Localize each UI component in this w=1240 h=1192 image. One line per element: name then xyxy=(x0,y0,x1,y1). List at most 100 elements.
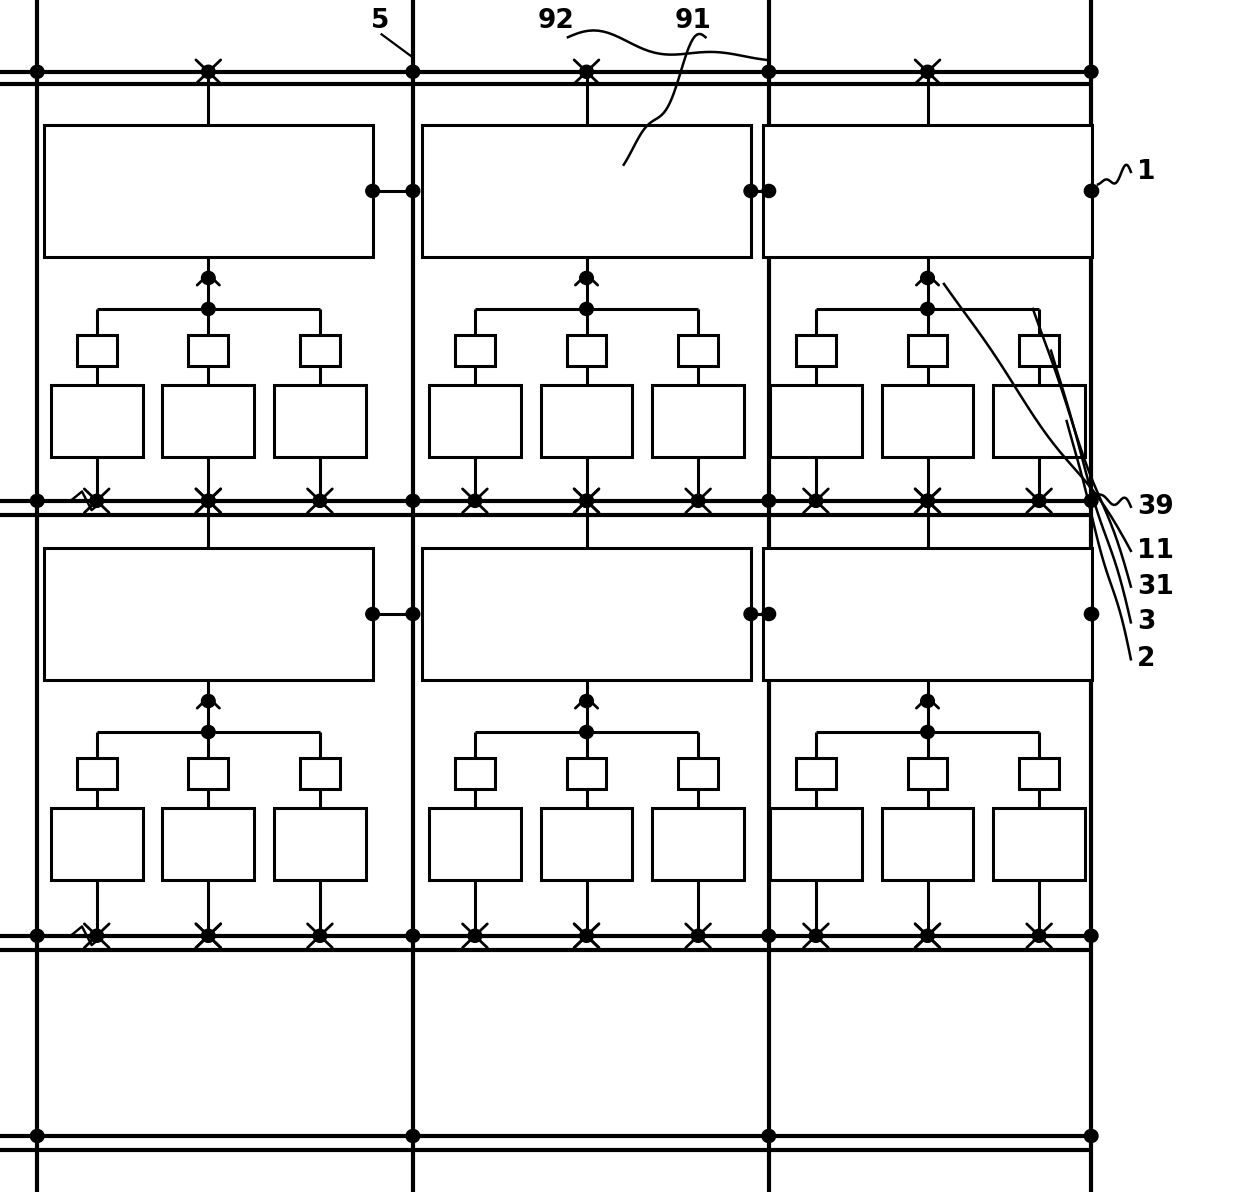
Bar xyxy=(422,548,750,679)
Circle shape xyxy=(579,695,594,708)
Circle shape xyxy=(469,495,481,508)
Circle shape xyxy=(808,495,823,508)
Bar xyxy=(300,335,340,366)
Circle shape xyxy=(920,726,935,739)
Circle shape xyxy=(579,66,594,79)
Circle shape xyxy=(761,1130,776,1143)
Circle shape xyxy=(920,303,935,316)
Bar xyxy=(300,758,340,789)
Circle shape xyxy=(1084,1130,1099,1143)
Bar xyxy=(796,335,836,366)
Bar xyxy=(274,385,366,457)
Text: 39: 39 xyxy=(1137,493,1174,520)
Bar xyxy=(541,808,632,880)
Bar xyxy=(429,808,521,880)
Circle shape xyxy=(579,930,594,943)
Circle shape xyxy=(1084,66,1099,79)
Circle shape xyxy=(579,272,594,285)
Bar xyxy=(652,808,744,880)
Bar xyxy=(51,808,143,880)
Circle shape xyxy=(202,272,216,285)
Bar xyxy=(652,385,744,457)
Circle shape xyxy=(761,930,776,943)
Bar xyxy=(993,808,1085,880)
Circle shape xyxy=(407,1130,419,1143)
Bar xyxy=(908,758,947,789)
Text: 2: 2 xyxy=(1137,646,1156,672)
Text: 5: 5 xyxy=(372,7,389,33)
Circle shape xyxy=(202,495,216,508)
Bar xyxy=(45,548,372,679)
Circle shape xyxy=(30,66,45,79)
Text: 91: 91 xyxy=(675,7,712,33)
Circle shape xyxy=(407,66,419,79)
Text: 11: 11 xyxy=(1137,538,1174,564)
Circle shape xyxy=(469,930,481,943)
Text: 3: 3 xyxy=(1137,609,1156,635)
Bar xyxy=(882,808,973,880)
Circle shape xyxy=(407,930,419,943)
Circle shape xyxy=(30,1130,45,1143)
Bar xyxy=(993,385,1085,457)
Bar xyxy=(770,385,862,457)
Bar xyxy=(1019,758,1059,789)
Circle shape xyxy=(1032,930,1045,943)
Circle shape xyxy=(744,608,758,621)
Bar xyxy=(429,385,521,457)
Text: 31: 31 xyxy=(1137,573,1174,600)
Bar xyxy=(422,125,750,256)
Bar xyxy=(162,808,254,880)
Circle shape xyxy=(579,495,594,508)
Circle shape xyxy=(407,185,419,198)
Circle shape xyxy=(202,495,216,508)
Bar xyxy=(1019,335,1059,366)
Circle shape xyxy=(920,272,935,285)
Circle shape xyxy=(91,495,104,508)
Bar xyxy=(45,125,372,256)
Circle shape xyxy=(202,930,216,943)
Bar xyxy=(882,385,973,457)
Circle shape xyxy=(1084,495,1099,508)
Bar xyxy=(162,385,254,457)
Circle shape xyxy=(920,695,935,708)
Bar xyxy=(796,758,836,789)
Circle shape xyxy=(30,930,45,943)
Circle shape xyxy=(920,495,935,508)
Circle shape xyxy=(1032,495,1045,508)
Circle shape xyxy=(761,185,776,198)
Bar xyxy=(763,125,1091,256)
Bar xyxy=(77,758,117,789)
Circle shape xyxy=(407,495,419,508)
Bar xyxy=(77,335,117,366)
Circle shape xyxy=(579,726,594,739)
Bar xyxy=(678,335,718,366)
Circle shape xyxy=(202,66,216,79)
Text: 1: 1 xyxy=(1137,159,1156,185)
Bar xyxy=(678,758,718,789)
Bar xyxy=(763,548,1091,679)
Circle shape xyxy=(691,495,704,508)
Circle shape xyxy=(744,185,758,198)
Circle shape xyxy=(579,495,594,508)
Circle shape xyxy=(1085,608,1099,621)
Circle shape xyxy=(761,66,776,79)
Circle shape xyxy=(920,66,935,79)
Circle shape xyxy=(202,726,216,739)
Circle shape xyxy=(202,695,216,708)
Bar xyxy=(541,385,632,457)
Bar xyxy=(908,335,947,366)
Circle shape xyxy=(1085,185,1099,198)
Circle shape xyxy=(202,303,216,316)
Bar xyxy=(567,335,606,366)
Circle shape xyxy=(407,608,419,621)
Bar xyxy=(51,385,143,457)
Circle shape xyxy=(920,495,935,508)
Circle shape xyxy=(761,608,776,621)
Bar xyxy=(455,758,495,789)
Circle shape xyxy=(1084,930,1099,943)
Bar xyxy=(188,758,228,789)
Circle shape xyxy=(1084,608,1099,621)
Circle shape xyxy=(1084,185,1099,198)
Circle shape xyxy=(808,930,823,943)
Bar xyxy=(188,335,228,366)
